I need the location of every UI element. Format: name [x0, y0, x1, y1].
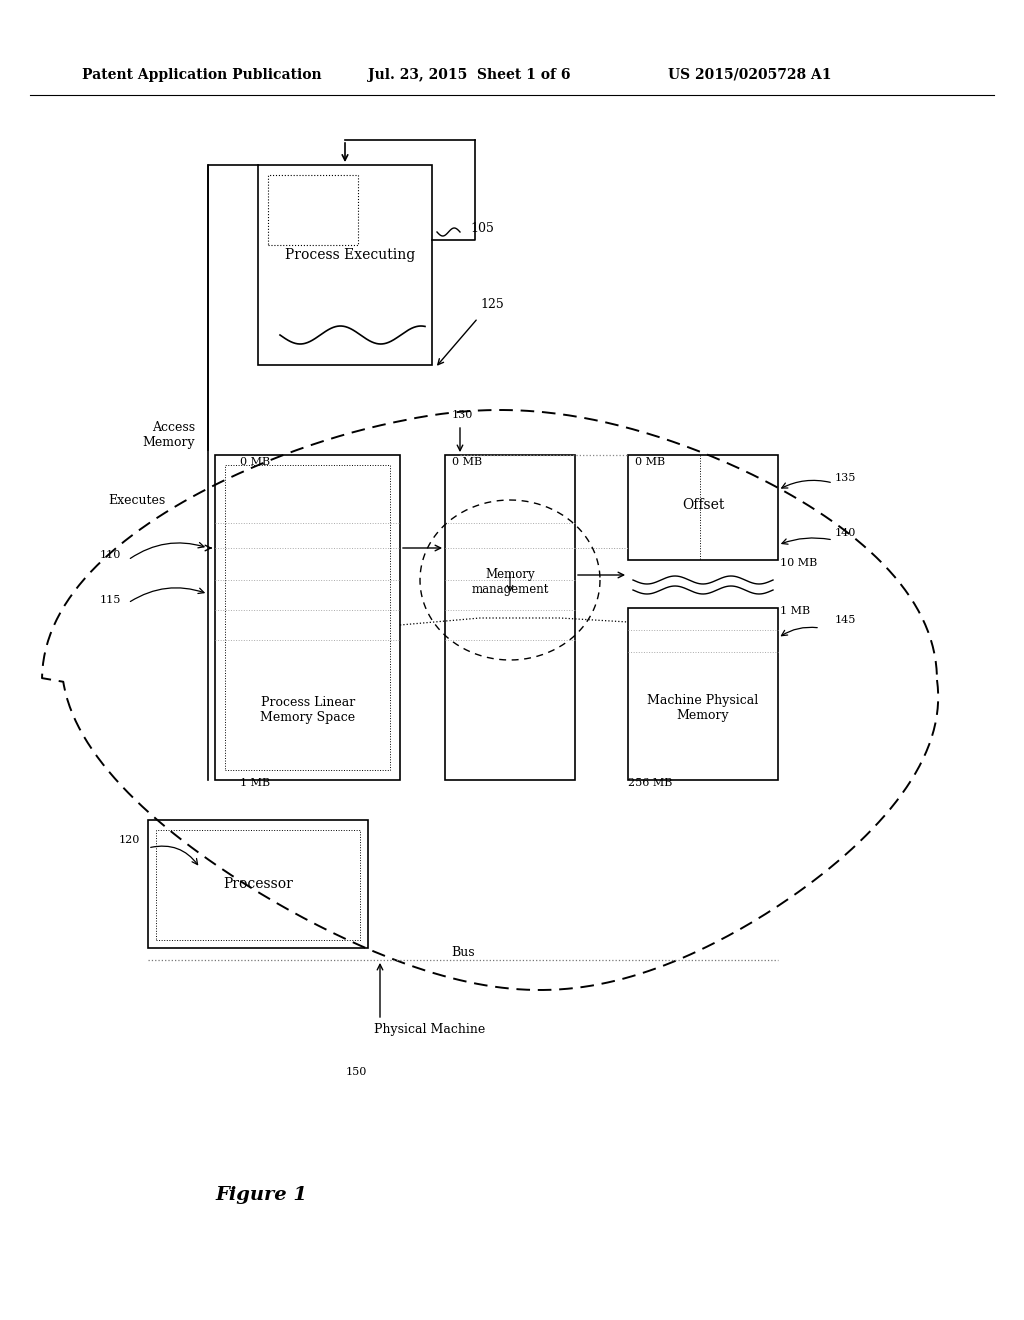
Text: 120: 120 — [119, 836, 140, 845]
Text: 110: 110 — [100, 550, 122, 560]
Text: 150: 150 — [345, 1067, 367, 1077]
Text: Jul. 23, 2015  Sheet 1 of 6: Jul. 23, 2015 Sheet 1 of 6 — [368, 69, 570, 82]
Text: Physical Machine: Physical Machine — [375, 1023, 485, 1036]
Text: 1 MB: 1 MB — [780, 606, 810, 616]
Text: Figure 1: Figure 1 — [215, 1185, 307, 1204]
Text: 105: 105 — [470, 222, 494, 235]
Text: 130: 130 — [452, 411, 473, 420]
Text: Bus: Bus — [452, 945, 475, 958]
Bar — [156, 830, 360, 940]
Text: 256 MB: 256 MB — [628, 777, 673, 788]
Text: 0 MB: 0 MB — [635, 457, 666, 467]
Text: Executes: Executes — [108, 494, 165, 507]
Text: 0 MB: 0 MB — [240, 457, 270, 467]
Bar — [258, 165, 432, 366]
Text: Memory
management: Memory management — [471, 568, 549, 597]
Bar — [268, 176, 358, 246]
Text: 135: 135 — [835, 473, 856, 483]
Bar — [445, 455, 575, 780]
Text: US 2015/0205728 A1: US 2015/0205728 A1 — [668, 69, 831, 82]
Text: Processor: Processor — [223, 876, 293, 891]
Bar — [628, 455, 778, 560]
Text: 10 MB: 10 MB — [780, 558, 817, 568]
Text: Process Executing: Process Executing — [285, 248, 415, 261]
Text: 115: 115 — [100, 595, 122, 605]
Text: Offset: Offset — [682, 498, 724, 512]
Text: 0 MB: 0 MB — [452, 457, 482, 467]
Text: 1 MB: 1 MB — [240, 777, 270, 788]
Text: 145: 145 — [835, 615, 856, 624]
Bar — [148, 820, 368, 948]
Bar — [215, 455, 400, 780]
Text: 140: 140 — [835, 528, 856, 539]
Bar — [225, 465, 390, 770]
Text: Access
Memory: Access Memory — [142, 421, 195, 449]
Text: Machine Physical
Memory: Machine Physical Memory — [647, 694, 759, 722]
Text: 125: 125 — [480, 298, 504, 312]
Text: Process Linear
Memory Space: Process Linear Memory Space — [260, 696, 355, 723]
Text: Patent Application Publication: Patent Application Publication — [82, 69, 322, 82]
Bar — [628, 609, 778, 780]
